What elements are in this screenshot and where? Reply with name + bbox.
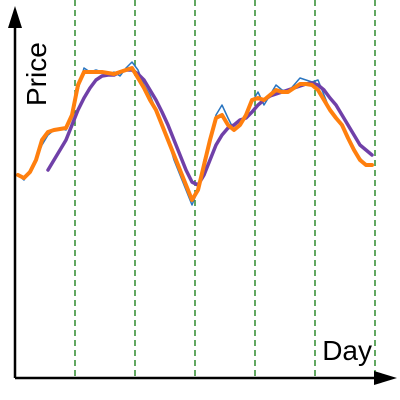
x-axis-arrow [374, 371, 397, 385]
lines [16, 61, 374, 206]
series-line [46, 68, 374, 187]
series-line [16, 66, 374, 202]
x-axis-label: Day [322, 335, 372, 366]
y-axis-label: Price [21, 42, 52, 106]
grid [74, 0, 376, 378]
y-axis-arrow [8, 6, 22, 28]
